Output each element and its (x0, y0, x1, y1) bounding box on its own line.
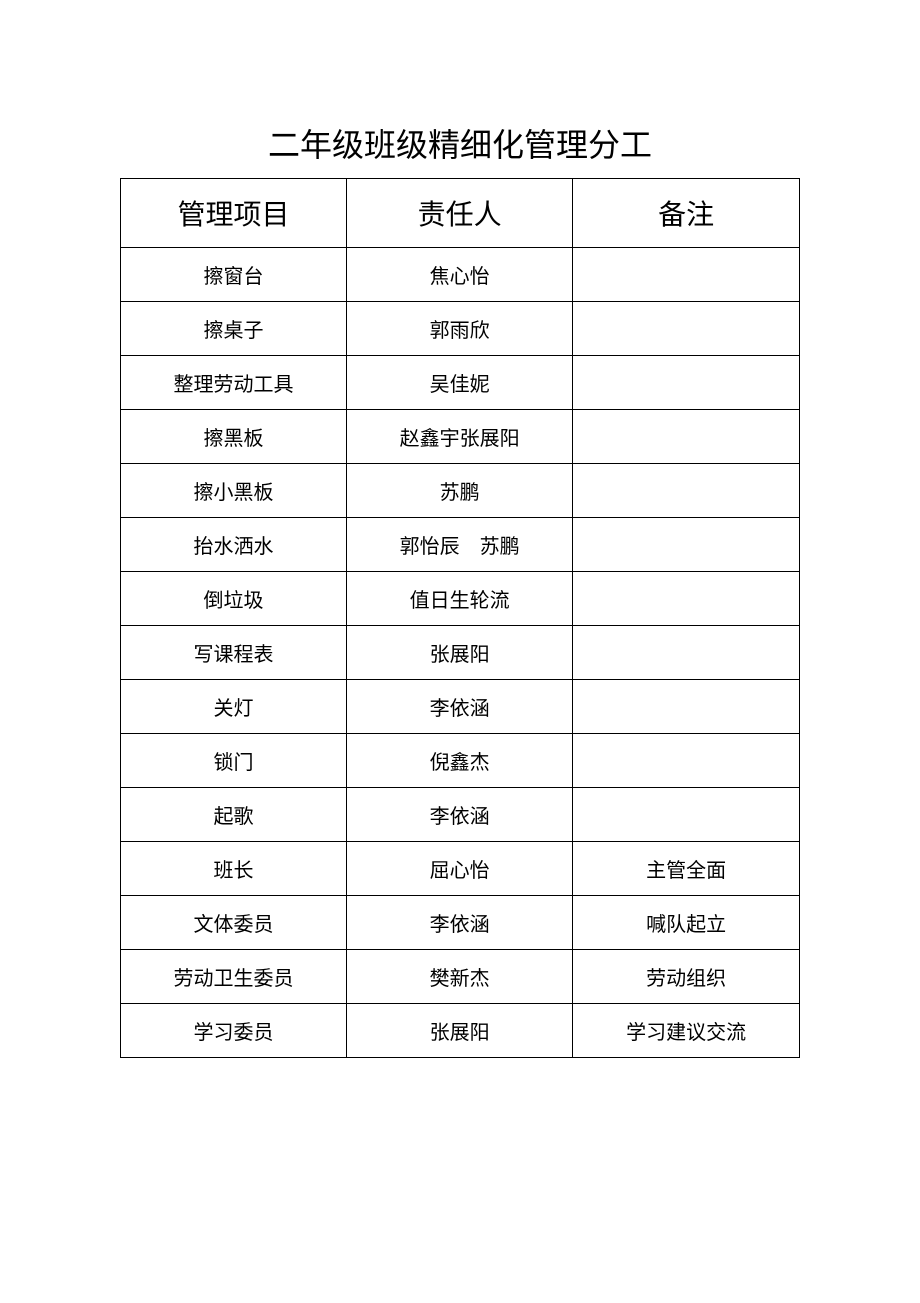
table-row: 关灯 李依涵 (121, 680, 800, 734)
cell-item: 锁门 (121, 734, 347, 788)
cell-person: 赵鑫宇张展阳 (347, 410, 573, 464)
cell-person: 值日生轮流 (347, 572, 573, 626)
cell-item: 擦小黑板 (121, 464, 347, 518)
table-row: 擦黑板 赵鑫宇张展阳 (121, 410, 800, 464)
cell-item: 学习委员 (121, 1004, 347, 1058)
cell-note (573, 248, 800, 302)
cell-person: 屈心怡 (347, 842, 573, 896)
cell-person: 苏鹏 (347, 464, 573, 518)
cell-note: 主管全面 (573, 842, 800, 896)
cell-item: 擦窗台 (121, 248, 347, 302)
cell-note (573, 302, 800, 356)
table-row: 擦小黑板 苏鹏 (121, 464, 800, 518)
cell-note (573, 572, 800, 626)
cell-item: 文体委员 (121, 896, 347, 950)
cell-note: 学习建议交流 (573, 1004, 800, 1058)
cell-item: 班长 (121, 842, 347, 896)
cell-item: 擦桌子 (121, 302, 347, 356)
cell-item: 整理劳动工具 (121, 356, 347, 410)
table-row: 整理劳动工具 吴佳妮 (121, 356, 800, 410)
table-row: 班长 屈心怡 主管全面 (121, 842, 800, 896)
cell-item: 擦黑板 (121, 410, 347, 464)
cell-person: 张展阳 (347, 626, 573, 680)
cell-person: 郭雨欣 (347, 302, 573, 356)
cell-note (573, 680, 800, 734)
table-row: 写课程表 张展阳 (121, 626, 800, 680)
cell-person: 吴佳妮 (347, 356, 573, 410)
duty-table: 管理项目 责任人 备注 擦窗台 焦心怡 擦桌子 郭雨欣 整理劳动工具 吴佳妮 擦… (120, 178, 800, 1058)
table-row: 擦桌子 郭雨欣 (121, 302, 800, 356)
header-note: 备注 (573, 179, 800, 248)
cell-person: 倪鑫杰 (347, 734, 573, 788)
cell-person: 樊新杰 (347, 950, 573, 1004)
cell-person: 李依涵 (347, 896, 573, 950)
table-row: 擦窗台 焦心怡 (121, 248, 800, 302)
cell-item: 关灯 (121, 680, 347, 734)
cell-note (573, 356, 800, 410)
table-row: 劳动卫生委员 樊新杰 劳动组织 (121, 950, 800, 1004)
cell-person: 焦心怡 (347, 248, 573, 302)
cell-item: 抬水洒水 (121, 518, 347, 572)
table-row: 文体委员 李依涵 喊队起立 (121, 896, 800, 950)
cell-person: 李依涵 (347, 788, 573, 842)
cell-person: 李依涵 (347, 680, 573, 734)
cell-item: 起歌 (121, 788, 347, 842)
header-item: 管理项目 (121, 179, 347, 248)
cell-item: 写课程表 (121, 626, 347, 680)
cell-note (573, 626, 800, 680)
cell-item: 劳动卫生委员 (121, 950, 347, 1004)
table-row: 抬水洒水 郭怡辰 苏鹏 (121, 518, 800, 572)
cell-item: 倒垃圾 (121, 572, 347, 626)
cell-note (573, 734, 800, 788)
table-header-row: 管理项目 责任人 备注 (121, 179, 800, 248)
table-row: 锁门 倪鑫杰 (121, 734, 800, 788)
cell-person: 张展阳 (347, 1004, 573, 1058)
cell-person: 郭怡辰 苏鹏 (347, 518, 573, 572)
cell-note (573, 518, 800, 572)
cell-note: 喊队起立 (573, 896, 800, 950)
cell-note (573, 464, 800, 518)
cell-note (573, 788, 800, 842)
page-title: 二年级班级精细化管理分工 (120, 120, 800, 166)
cell-note (573, 410, 800, 464)
cell-note: 劳动组织 (573, 950, 800, 1004)
table-row: 学习委员 张展阳 学习建议交流 (121, 1004, 800, 1058)
table-row: 起歌 李依涵 (121, 788, 800, 842)
table-row: 倒垃圾 值日生轮流 (121, 572, 800, 626)
header-person: 责任人 (347, 179, 573, 248)
